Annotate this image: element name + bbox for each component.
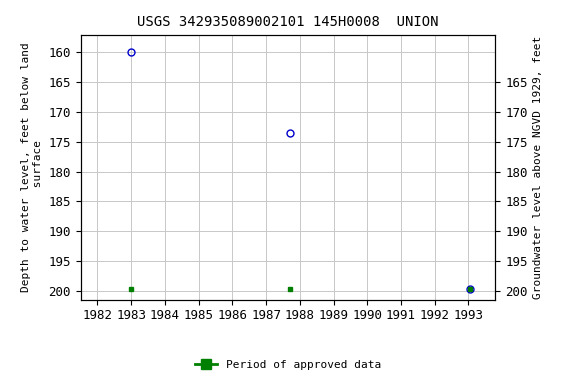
Y-axis label: Depth to water level, feet below land
 surface: Depth to water level, feet below land su… bbox=[21, 42, 43, 292]
Legend: Period of approved data: Period of approved data bbox=[191, 356, 385, 375]
Title: USGS 342935089002101 145H0008  UNION: USGS 342935089002101 145H0008 UNION bbox=[137, 15, 439, 29]
Y-axis label: Groundwater level above NGVD 1929, feet: Groundwater level above NGVD 1929, feet bbox=[533, 35, 543, 299]
